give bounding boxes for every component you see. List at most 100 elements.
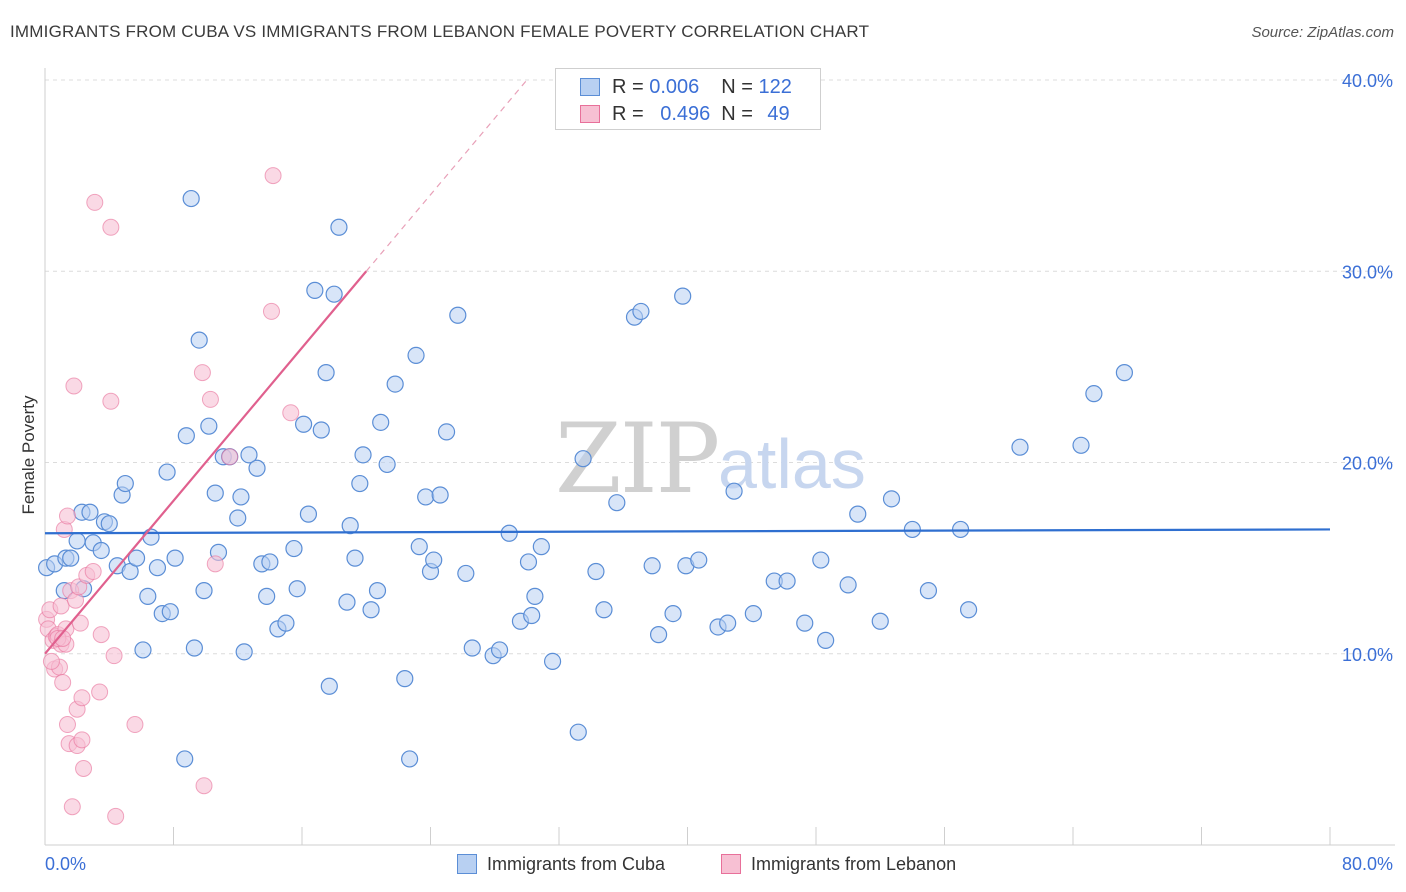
data-point-cuba: [1115, 364, 1134, 382]
data-point-cuba: [248, 459, 266, 477]
data-point-lebanon: [195, 777, 213, 795]
data-point-cuba: [543, 652, 562, 671]
data-point-cuba: [134, 641, 152, 659]
data-point-cuba: [378, 455, 396, 474]
x-tick-labels: 0.0% 80.0%: [45, 854, 1393, 874]
data-point-cuba: [519, 553, 538, 571]
data-point-cuba: [277, 614, 295, 632]
data-point-cuba: [817, 631, 835, 649]
data-point-cuba: [664, 604, 682, 623]
data-point-cuba: [959, 601, 978, 619]
data-point-cuba: [500, 524, 518, 542]
data-point-lebanon: [206, 555, 224, 573]
data-point-cuba: [690, 551, 708, 569]
data-point-cuba: [206, 484, 224, 502]
data-point-cuba: [195, 582, 213, 600]
data-point-cuba: [457, 564, 475, 583]
data-point-cuba: [919, 582, 938, 600]
data-point-cuba: [285, 539, 303, 558]
data-point-lebanon: [86, 193, 104, 211]
data-point-cuba: [1085, 385, 1103, 403]
chart-title: IMMIGRANTS FROM CUBA VS IMMIGRANTS FROM …: [10, 22, 870, 41]
data-point-cuba: [431, 486, 449, 504]
data-point-lebanon: [73, 731, 91, 749]
x-tick-label: 0.0%: [45, 854, 86, 874]
watermark-atlas: atlas: [718, 425, 866, 503]
data-point-cuba: [100, 515, 118, 533]
data-point-lebanon: [91, 683, 109, 701]
data-point-lebanon: [71, 614, 89, 632]
legend-n-value-lebanon: 49: [767, 102, 790, 125]
data-point-cuba: [643, 557, 661, 575]
legend-swatch-lebanon: [580, 105, 600, 123]
data-point-lebanon: [58, 716, 76, 734]
data-point-cuba: [490, 641, 509, 659]
data-point-cuba: [261, 553, 279, 571]
data-point-cuba: [338, 593, 356, 611]
data-point-cuba: [258, 587, 276, 605]
data-point-cuba: [190, 331, 208, 349]
data-point-cuba: [526, 587, 544, 605]
data-point-cuba: [148, 559, 167, 577]
data-point-cuba: [92, 541, 110, 560]
data-point-lebanon: [42, 652, 60, 670]
data-point-cuba: [903, 520, 921, 539]
data-point-cuba: [235, 643, 253, 661]
data-point-cuba: [81, 503, 99, 521]
data-point-lebanon: [102, 218, 120, 236]
data-point-lebanon: [52, 597, 70, 615]
legend-n-label: N =: [721, 102, 753, 125]
data-point-cuba: [1072, 436, 1090, 454]
y-tick-label: 20.0%: [1342, 454, 1393, 474]
data-point-cuba: [719, 614, 737, 632]
data-point-lebanon: [84, 563, 102, 581]
data-point-cuba: [346, 549, 364, 567]
data-point-cuba: [407, 346, 425, 364]
data-point-lebanon: [282, 404, 300, 422]
data-point-cuba: [812, 551, 830, 569]
data-point-cuba: [312, 421, 330, 439]
watermark: ZIP atlas: [555, 403, 866, 515]
bottom-legend-lebanon: Immigrants from Lebanon: [721, 852, 956, 876]
data-point-cuba: [299, 505, 318, 523]
data-point-cuba: [158, 463, 176, 481]
data-point-cuba: [288, 580, 306, 598]
data-point-cuba: [68, 532, 86, 550]
legend-r-label: R =: [612, 102, 644, 125]
data-point-lebanon: [105, 647, 123, 665]
series-lebanon: [38, 167, 300, 825]
data-point-cuba: [351, 474, 369, 493]
trend-line-cuba: [44, 528, 1331, 535]
data-point-cuba: [295, 415, 313, 433]
data-point-cuba: [449, 306, 467, 324]
y-tick-label: 40.0%: [1342, 71, 1393, 91]
data-point-cuba: [116, 474, 134, 493]
data-point-lebanon: [221, 448, 239, 466]
trend-lines: [44, 79, 1331, 655]
data-point-cuba: [176, 750, 194, 768]
data-point-cuba: [632, 302, 650, 321]
data-point-cuba: [166, 549, 184, 567]
y-tick-label: 30.0%: [1342, 262, 1393, 282]
y-tick-label: 10.0%: [1342, 645, 1393, 665]
data-point-cuba: [1011, 438, 1029, 456]
data-point-cuba: [410, 538, 428, 556]
y-tick-labels: 10.0% 20.0% 30.0% 40.0%: [1342, 71, 1393, 665]
data-point-cuba: [839, 576, 857, 594]
data-point-cuba: [523, 606, 541, 625]
data-point-lebanon: [264, 167, 282, 185]
legend-n-label: N =: [721, 75, 753, 98]
data-point-lebanon: [262, 302, 280, 320]
data-point-cuba: [200, 417, 218, 435]
data-point-cuba: [362, 601, 380, 619]
data-point-cuba: [62, 549, 80, 567]
data-point-cuba: [232, 488, 250, 506]
data-point-cuba: [417, 488, 435, 506]
bottom-legend-swatch-cuba: [457, 854, 477, 874]
data-point-cuba: [139, 587, 157, 605]
data-point-cuba: [532, 538, 550, 556]
data-point-cuba: [142, 528, 160, 546]
data-point-cuba: [587, 562, 605, 581]
legend-swatch-cuba: [580, 78, 600, 96]
x-tick-label: 80.0%: [1342, 854, 1393, 874]
